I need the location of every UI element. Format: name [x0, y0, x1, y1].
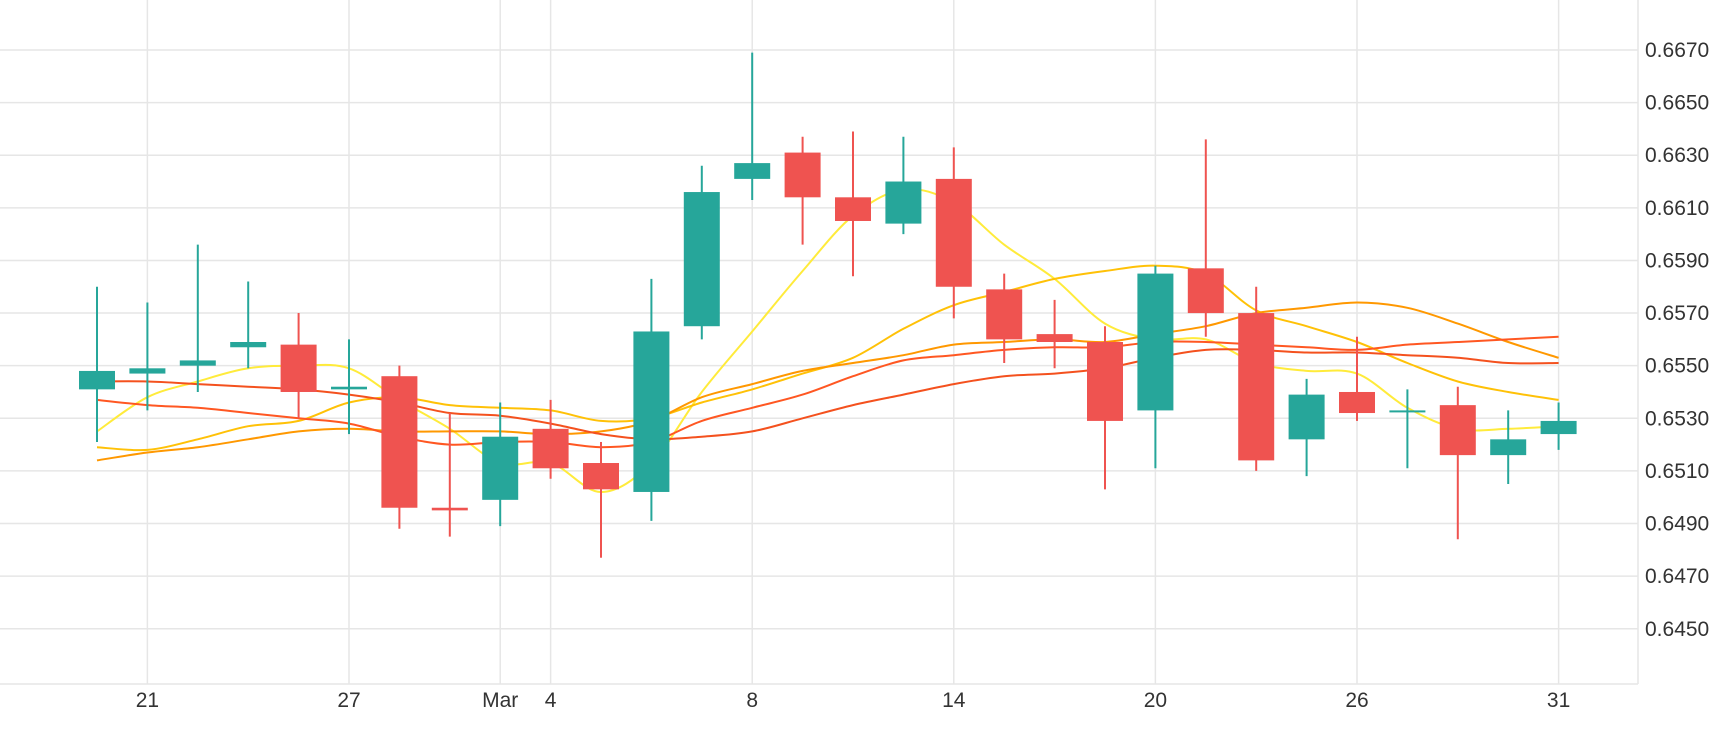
candle-body [784, 152, 821, 198]
candle-bearish [1187, 139, 1224, 337]
candle-bearish [1439, 386, 1476, 540]
candle-body [583, 463, 619, 490]
candle-bullish [482, 402, 519, 527]
tick-labels-layer: 0.6450 0.6470 0.6490 0.6510 0.6530 0.6550 0.65… [136, 39, 1710, 712]
candle-body [1288, 394, 1325, 440]
candle-bullish [230, 281, 267, 369]
candle-bullish [1288, 378, 1325, 477]
candle-bullish [734, 52, 771, 200]
candle-body [79, 370, 115, 390]
x-tick-label: 21 [136, 689, 159, 712]
candle-bullish [1137, 265, 1174, 469]
moving-average-line-3 [96, 301, 1559, 462]
candle-bullish [683, 165, 720, 340]
candle-bearish [935, 147, 972, 319]
x-tick-label: 4 [545, 689, 557, 712]
y-tick-label: 0.6450 [1645, 618, 1709, 641]
candle-body [431, 507, 468, 511]
candle-body [532, 428, 569, 469]
candle-body [179, 360, 216, 366]
y-tick-label: 0.6550 [1645, 355, 1709, 378]
candle-body [1087, 342, 1123, 421]
candle-bullish [129, 302, 166, 411]
candle-bullish [633, 278, 670, 521]
y-tick-label: 0.6650 [1645, 92, 1709, 115]
candle-bearish [986, 273, 1023, 364]
moving-average-line-5 [96, 348, 1559, 441]
moving-average-line-1 [96, 187, 1559, 494]
candle-body [885, 181, 922, 224]
candle-bullish [331, 339, 367, 435]
candle-body [935, 178, 972, 287]
candle-body [331, 386, 367, 390]
x-tick-label: 8 [746, 689, 758, 712]
y-tick-label: 0.6630 [1645, 144, 1709, 167]
candle-bearish [431, 413, 468, 537]
candle-body [230, 342, 267, 348]
moving-average-layer [96, 187, 1559, 494]
candle-bullish [79, 286, 115, 442]
candle-bearish [1238, 286, 1275, 471]
candle-body [1187, 268, 1224, 314]
candle-body [1137, 273, 1174, 411]
candle-body [381, 376, 418, 508]
candle-body [986, 289, 1023, 340]
candle-bearish [381, 365, 418, 529]
candle-body [1490, 439, 1527, 456]
candle-bearish [835, 131, 871, 277]
candle-bearish [784, 136, 821, 245]
y-tick-label: 0.6610 [1645, 197, 1709, 220]
candle-body [1389, 410, 1426, 413]
candle-body [1036, 334, 1073, 342]
candle-body [683, 192, 720, 327]
candle-body [633, 331, 670, 492]
candles-layer [79, 52, 1577, 558]
candle-bearish [532, 399, 569, 479]
x-tick-label: 26 [1345, 689, 1368, 712]
candle-body [1439, 405, 1476, 456]
x-tick-label: 20 [1144, 689, 1167, 712]
axis-layer [0, 0, 1639, 685]
candle-body [129, 368, 166, 374]
y-tick-label: 0.6570 [1645, 302, 1709, 325]
candle-bullish [1389, 389, 1426, 469]
x-tick-label: Mar [482, 689, 518, 712]
y-tick-label: 0.6530 [1645, 407, 1709, 430]
y-tick-label: 0.6470 [1645, 565, 1709, 588]
candle-body [280, 344, 317, 392]
candle-bearish [1087, 326, 1123, 490]
y-tick-label: 0.6510 [1645, 460, 1709, 483]
x-tick-label: 31 [1547, 689, 1570, 712]
y-tick-label: 0.6590 [1645, 249, 1709, 272]
x-tick-label: 27 [337, 689, 360, 712]
candle-bearish [583, 441, 619, 558]
candle-body [835, 197, 871, 221]
candle-bearish [1339, 336, 1375, 421]
candle-bullish [885, 136, 922, 235]
moving-average-line-4 [96, 335, 1559, 449]
candle-body [734, 163, 771, 179]
candle-bullish [1490, 410, 1527, 485]
x-tick-label: 14 [942, 689, 966, 712]
candle-body [1339, 391, 1375, 414]
y-tick-label: 0.6670 [1645, 39, 1709, 62]
candle-bearish [1036, 299, 1073, 369]
candle-body [1238, 313, 1275, 461]
candle-bullish [1540, 402, 1577, 450]
candle-body [1540, 420, 1577, 435]
candle-body [482, 436, 519, 500]
candle-bearish [280, 313, 317, 419]
y-tick-label: 0.6490 [1645, 513, 1709, 536]
candle-bullish [179, 244, 216, 392]
